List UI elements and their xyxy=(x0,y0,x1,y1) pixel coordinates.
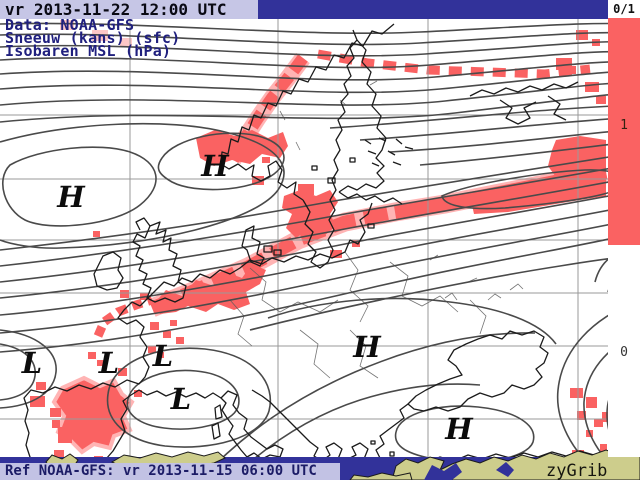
data-source-label: Data: NOAA-GFS xyxy=(5,16,135,34)
header-bar-fill xyxy=(258,0,608,19)
forecast-datetime-bar: vr 2013-11-22 12:00 UTC xyxy=(0,0,258,19)
pressure-marker-high: H xyxy=(201,148,229,183)
layer2-label: Isobaren MSL (hPa) xyxy=(5,42,172,60)
pressure-marker-high: H xyxy=(353,329,381,364)
app-brand-label: zyGrib xyxy=(546,461,608,480)
pressure-marker-high: H xyxy=(57,179,85,214)
isobar-layer xyxy=(0,22,640,480)
layer-title-block: Data: NOAA-GFS Sneeuw (kans) (sfc) Isoba… xyxy=(5,16,181,60)
reference-run-label: Ref NOAA-GFS: vr 2013-11-15 06:00 UTC xyxy=(0,463,340,480)
colorbar-swatch xyxy=(608,18,640,245)
borders-layer xyxy=(229,80,524,379)
colorbar-title: 0/1 xyxy=(613,2,635,16)
colorbar-min-label: 0 xyxy=(620,345,628,360)
graticule-layer xyxy=(0,19,608,457)
pressure-marker-low: L xyxy=(21,345,43,380)
pressure-marker-low: L xyxy=(98,345,120,380)
pressure-marker-high: H xyxy=(445,411,473,446)
snow-probability-colorbar: 0/1 1 0 xyxy=(608,0,640,457)
pressure-marker-low: L xyxy=(152,338,174,373)
pressure-marker-low: L xyxy=(170,381,192,416)
colorbar-max-label: 1 xyxy=(620,118,628,133)
layer1-label: Sneeuw (kans) (sfc) xyxy=(5,29,181,47)
